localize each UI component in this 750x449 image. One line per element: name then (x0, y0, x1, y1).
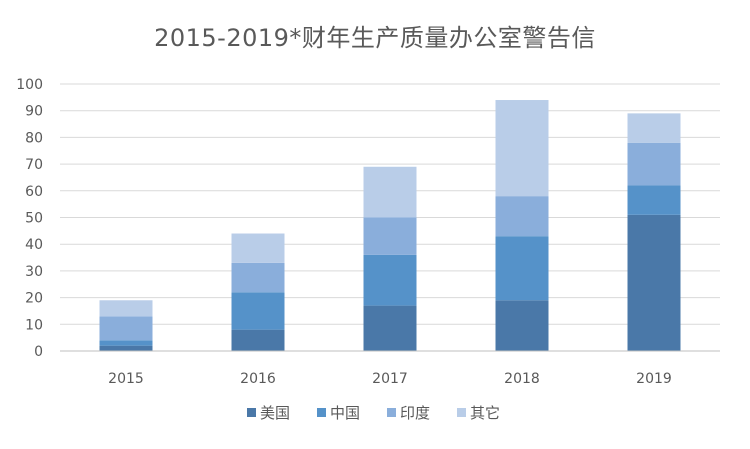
bar-2018-3 (495, 100, 549, 197)
y-tick-label: 30 (25, 264, 43, 280)
x-tick-label: 2018 (504, 371, 540, 387)
bar-2017-0 (363, 305, 417, 351)
bar-2019-2 (627, 142, 681, 186)
y-tick-label: 100 (16, 77, 43, 93)
y-tick-label: 70 (25, 157, 43, 173)
legend-swatch (317, 408, 326, 417)
bar-2017-1 (363, 254, 417, 306)
y-tick-label: 40 (25, 237, 43, 253)
bar-2019-0 (627, 214, 681, 351)
bar-2018-0 (495, 300, 549, 351)
y-tick-label: 90 (25, 104, 43, 120)
bar-2016-0 (231, 329, 285, 351)
bar-2017-2 (363, 217, 417, 255)
x-tick-label: 2019 (636, 371, 672, 387)
y-tick-label: 60 (25, 184, 43, 200)
y-tick-label: 50 (25, 211, 43, 227)
legend-label: 印度 (400, 404, 430, 422)
legend-swatch (457, 408, 466, 417)
legend-label: 其它 (470, 404, 500, 422)
chart-title: 2015-2019*财年生产质量办公室警告信 (154, 24, 596, 52)
y-tick-label: 20 (25, 291, 43, 307)
x-tick-label: 2015 (108, 371, 144, 387)
x-tick-label: 2016 (240, 371, 276, 387)
x-tick-label: 2017 (372, 371, 408, 387)
bar-2019-3 (627, 113, 681, 143)
y-tick-label: 10 (25, 317, 43, 333)
bar-2017-3 (363, 166, 417, 218)
y-tick-label: 80 (25, 130, 43, 146)
bar-2015-3 (99, 300, 153, 317)
bar-2016-1 (231, 292, 285, 330)
bar-2018-1 (495, 236, 549, 301)
bar-2019-1 (627, 185, 681, 215)
bar-2016-2 (231, 262, 285, 293)
legend-swatch (247, 408, 256, 417)
bar-2015-0 (99, 345, 153, 351)
legend-swatch (387, 408, 396, 417)
y-tick-label: 0 (34, 344, 43, 360)
bar-2016-3 (231, 233, 285, 263)
legend-label: 中国 (330, 404, 360, 422)
bar-2018-2 (495, 196, 549, 237)
bar-2015-1 (99, 340, 153, 346)
legend-label: 美国 (260, 404, 290, 422)
bar-2015-2 (99, 316, 153, 341)
